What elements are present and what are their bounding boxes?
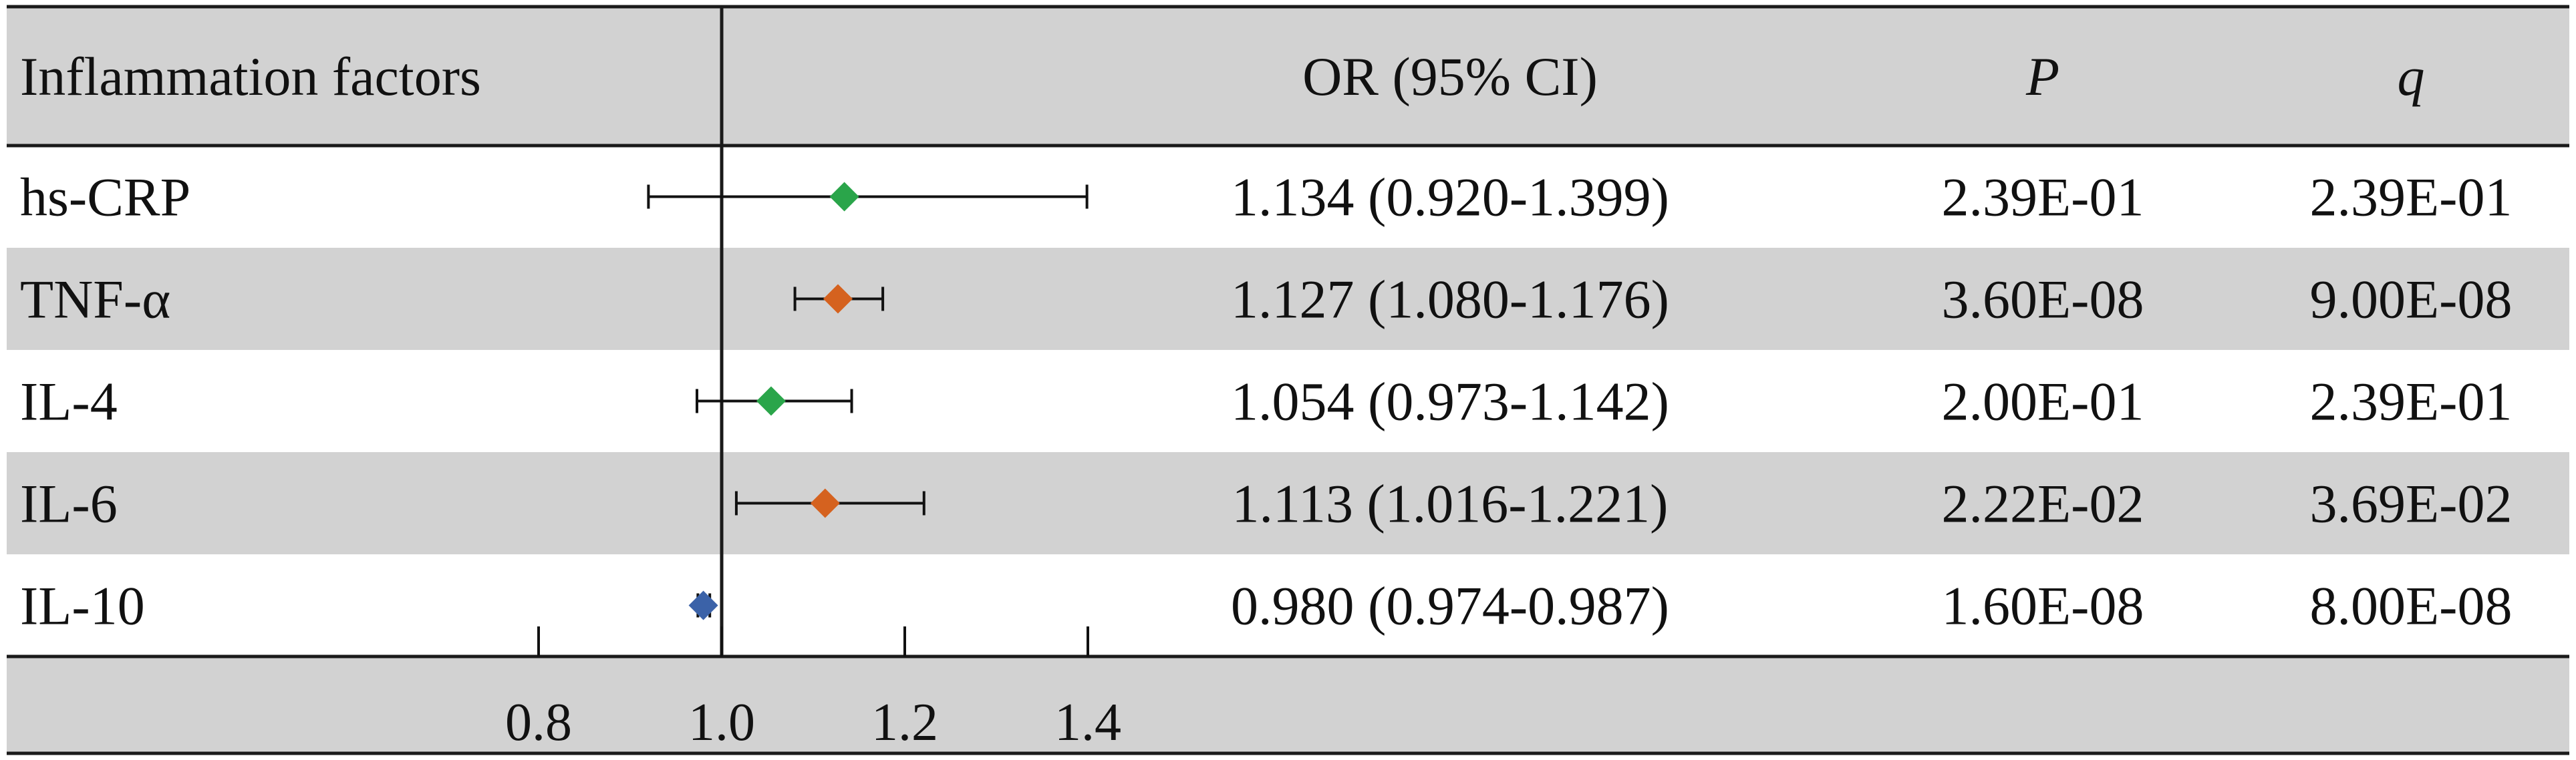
header-band	[7, 7, 2569, 146]
axis-band	[7, 656, 2569, 753]
p-value: 2.00E-01	[1942, 371, 2144, 432]
row-band	[7, 452, 2569, 554]
q-value: 2.39E-01	[2310, 167, 2513, 228]
or-ci-value: 1.134 (0.920-1.399)	[1231, 167, 1669, 228]
table-row: IL-4 1.054 (0.973-1.142) 2.00E-01 2.39E-01	[20, 371, 2512, 432]
table-row: TNF-α 1.127 (1.080-1.176) 3.60E-08 9.00E-08	[20, 269, 2512, 330]
q-value: 9.00E-08	[2310, 269, 2513, 330]
x-tick-label: 1.4	[1054, 693, 1121, 752]
x-tick-label: 1.2	[871, 693, 938, 752]
factor-label: IL-10	[20, 576, 145, 636]
p-value: 3.60E-08	[1942, 269, 2144, 330]
background-bands	[7, 7, 2569, 753]
table-row: IL-10 0.980 (0.974-0.987) 1.60E-08 8.00E-08	[20, 576, 2512, 636]
or-ci-value: 0.980 (0.974-0.987)	[1231, 576, 1669, 636]
header-p: P	[2025, 46, 2059, 107]
q-value: 8.00E-08	[2310, 576, 2513, 636]
x-axis: 0.8 1.0 1.2 1.4	[505, 626, 1121, 752]
x-tick-label: 0.8	[505, 693, 572, 752]
data-rows: hs-CRP 1.134 (0.920-1.399) 2.39E-01 2.39E-0…	[20, 167, 2512, 636]
factor-label: IL-6	[20, 473, 118, 534]
or-marker	[810, 488, 840, 518]
factor-label: hs-CRP	[20, 167, 190, 228]
x-tick-label: 1.0	[688, 693, 755, 752]
header-q: q	[2398, 46, 2425, 107]
factor-label: IL-4	[20, 371, 118, 432]
or-ci-value: 1.054 (0.973-1.142)	[1231, 371, 1669, 432]
table-frame	[7, 5, 2569, 755]
or-marker	[688, 590, 718, 620]
or-marker	[756, 386, 786, 416]
header-row: Inflammation factors OR (95% CI) P q	[20, 46, 2425, 107]
or-marker	[829, 182, 859, 212]
row-band	[7, 248, 2569, 350]
header-factor: Inflammation factors	[20, 46, 481, 107]
factor-label: TNF-α	[20, 269, 170, 330]
or-ci-value: 1.113 (1.016-1.221)	[1232, 473, 1669, 534]
p-value: 2.39E-01	[1942, 167, 2144, 228]
table-row: IL-6 1.113 (1.016-1.221) 2.22E-02 3.69E-02	[20, 473, 2512, 534]
table-row: hs-CRP 1.134 (0.920-1.399) 2.39E-01 2.39E-0…	[20, 167, 2512, 228]
q-value: 2.39E-01	[2310, 371, 2513, 432]
or-ci-value: 1.127 (1.080-1.176)	[1231, 269, 1669, 330]
header-or-ci: OR (95% CI)	[1302, 46, 1598, 107]
q-value: 3.69E-02	[2310, 473, 2513, 534]
p-value: 1.60E-08	[1942, 576, 2144, 636]
or-marker	[823, 284, 853, 314]
p-value: 2.22E-02	[1942, 473, 2144, 534]
